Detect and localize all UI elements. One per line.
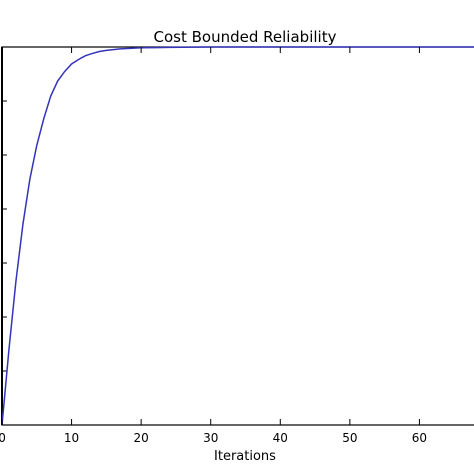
chart-title: Cost Bounded Reliability	[154, 28, 337, 46]
x-tick-label: 60	[412, 431, 427, 445]
x-tick-label: 20	[134, 431, 149, 445]
x-tick-label: 30	[203, 431, 218, 445]
x-tick-label: 50	[342, 431, 357, 445]
series-group	[1, 46, 474, 426]
x-axis-label: Iterations	[214, 449, 276, 464]
x-tick-label: 40	[273, 431, 288, 445]
series-line	[1, 46, 474, 426]
x-ticks: 0 10 20 30 40 50 60	[0, 47, 427, 445]
x-tick-label: 0	[0, 431, 6, 445]
plot-frame	[1, 46, 474, 426]
x-tick-label: 10	[64, 431, 79, 445]
plot-axes	[1, 46, 474, 426]
